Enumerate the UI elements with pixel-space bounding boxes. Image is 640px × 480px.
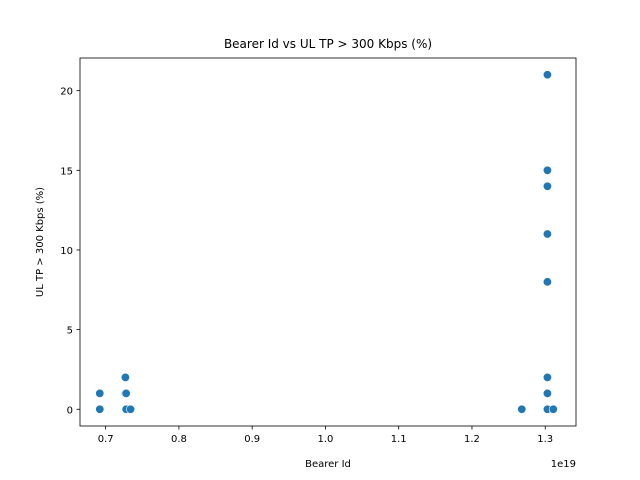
x-tick-label: 0.7 [98,434,114,445]
data-point [121,388,131,398]
x-axis-ticks: 0.7 0.8 0.9 1.0 1.1 1.2 1.3 [98,426,553,445]
x-tick-label: 1.0 [317,434,333,445]
x-axis-label: Bearer Id [305,459,351,470]
x-axis-offset-label: 1e19 [551,459,576,470]
data-point [542,372,552,382]
data-points [95,70,558,414]
y-tick-label: 15 [60,166,73,177]
y-axis-ticks: 0 5 10 15 20 [60,87,80,416]
y-axis-label: UL TP > 300 Kbps (%) [35,187,46,297]
plot-area [79,57,577,427]
data-point [517,404,527,414]
y-tick-label: 20 [60,87,73,98]
x-tick-label: 1.3 [537,434,553,445]
plot-frame [79,57,577,427]
data-point [95,388,105,398]
data-point [95,404,105,414]
data-point [126,404,136,414]
data-point [542,229,552,239]
y-tick-label: 5 [67,326,73,337]
x-tick-label: 0.8 [171,434,187,445]
y-tick-label: 10 [60,246,73,257]
x-tick-label: 0.9 [244,434,260,445]
data-point [120,372,130,382]
data-point [542,70,552,80]
x-tick-label: 1.2 [464,434,480,445]
x-tick-label: 1.1 [391,434,407,445]
data-point [542,388,552,398]
y-tick-label: 0 [67,405,73,416]
data-point [548,404,558,414]
chart-title: Bearer Id vs UL TP > 300 Kbps (%) [224,37,432,51]
data-point [542,277,552,287]
data-point [542,181,552,191]
data-point [542,165,552,175]
